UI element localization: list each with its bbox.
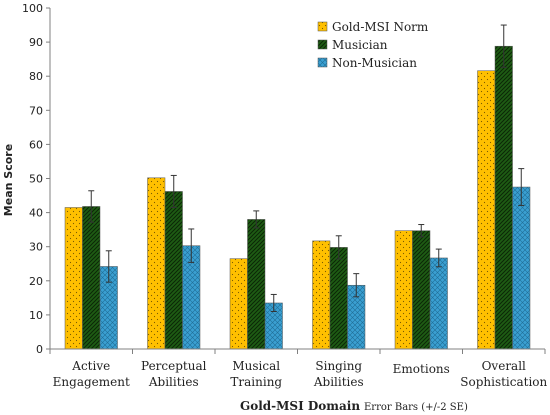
y-tick-label: 0 [36,343,43,356]
y-tick-label: 20 [29,275,43,288]
y-tick-label: 90 [29,36,43,49]
x-tick-label: Singing Abilities [313,359,364,389]
x-tick-label: Emotions [393,362,450,376]
bar [164,191,183,350]
y-tick-label: 40 [29,207,43,220]
legend-label: Gold-MSI Norm [332,20,429,34]
bar [64,207,83,350]
bar [229,258,248,350]
y-tick-label: 10 [29,309,43,322]
y-tick-label: 50 [29,173,43,186]
bar [412,230,431,350]
legend-swatch [317,39,328,50]
bar [312,240,331,350]
legend-swatch [317,21,328,32]
x-tick-label: Perceptual Abilities [141,359,207,389]
error-bars [88,24,525,312]
y-tick-label: 100 [22,2,43,15]
bars [64,45,531,350]
legend-label: Musician [332,38,388,52]
y-tick-label: 30 [29,241,43,254]
x-axis-labels: Active Engagement Perceptual Abilities Music… [49,349,548,389]
y-axis-title: Mean Score [2,144,15,216]
x-tick-label: Active Engagement [53,359,130,389]
bar [247,219,266,350]
legend-label: Non-Musician [332,56,417,70]
bar [147,177,166,350]
bar [82,206,101,350]
bar [394,230,413,350]
y-tick-label: 70 [29,104,43,117]
legend: Gold-MSI Norm Musician Non-Musician [317,20,429,70]
legend-swatch [317,57,328,68]
bar [429,257,448,350]
x-tick-label: Overall Sophistication [460,359,547,389]
x-axis-title: Gold-MSI Domain [240,399,360,413]
y-tick-label: 60 [29,138,43,151]
y-axis-ticks: 0 10 20 30 40 50 60 70 80 90 100 [22,2,50,356]
y-tick-label: 80 [29,70,43,83]
bar [512,186,531,350]
error-bar-note: Error Bars (+/-2 SE) [364,402,468,413]
bar [494,45,513,350]
bar [477,70,496,350]
bar [329,247,348,350]
x-tick-label: Musical Training [230,359,282,389]
